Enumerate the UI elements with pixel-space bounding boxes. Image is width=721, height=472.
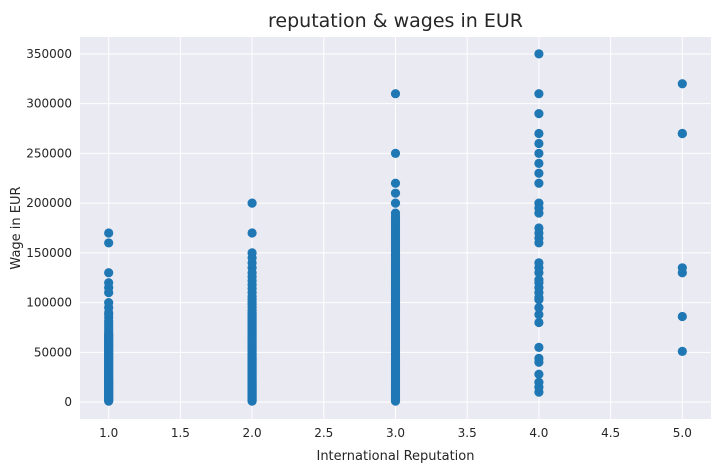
data-point — [534, 158, 544, 168]
x-tick-label: 4.0 — [529, 426, 548, 440]
x-tick-label: 2.5 — [314, 426, 333, 440]
data-point — [390, 89, 401, 99]
data-point — [534, 138, 544, 149]
x-axis-label: International Reputation — [316, 449, 474, 464]
y-tick-label: 50000 — [34, 345, 72, 359]
data-point — [677, 346, 687, 356]
data-point — [534, 275, 544, 285]
data-point — [534, 377, 544, 387]
data-point — [104, 268, 114, 278]
data-point — [677, 311, 687, 322]
data-point — [677, 263, 687, 273]
data-point — [104, 298, 114, 308]
data-point — [390, 148, 401, 158]
data-points — [104, 49, 687, 406]
data-point — [534, 49, 544, 59]
data-point — [677, 128, 687, 139]
x-tick-labels: 1.0 1.5 2.0 2.5 3.0 3.5 4.0 4.5 5.0 — [99, 426, 692, 440]
y-tick-label: 250000 — [26, 146, 72, 160]
x-tick-label: 3.5 — [458, 426, 477, 440]
x-tick-label: 5.0 — [673, 426, 692, 440]
data-point — [534, 178, 544, 188]
chart-title: reputation & wages in EUR — [268, 10, 523, 32]
data-point — [534, 108, 544, 119]
data-point — [390, 208, 401, 218]
data-point — [247, 198, 257, 208]
data-point — [390, 178, 401, 188]
data-point — [534, 148, 544, 158]
data-point — [534, 198, 544, 208]
y-axis-label: Wage in EUR — [9, 186, 24, 269]
y-tick-label: 100000 — [26, 296, 72, 310]
data-point — [534, 369, 544, 379]
x-tick-label: 4.5 — [601, 426, 620, 440]
data-point — [534, 128, 544, 139]
data-point — [104, 238, 114, 248]
y-tick-label: 350000 — [26, 47, 72, 61]
data-point — [390, 188, 401, 198]
x-tick-label: 3.0 — [386, 426, 405, 440]
data-point — [390, 198, 401, 208]
y-tick-labels: 0 50000 100000 150000 200000 250000 300000 3500… — [26, 47, 72, 409]
data-point — [534, 258, 544, 268]
x-tick-label: 1.0 — [99, 426, 118, 440]
y-tick-label: 0 — [64, 395, 72, 409]
x-tick-label: 2.0 — [243, 426, 262, 440]
x-tick-label: 1.5 — [171, 426, 190, 440]
data-point — [534, 302, 544, 313]
data-point — [247, 228, 257, 238]
data-point — [247, 248, 257, 258]
y-tick-label: 300000 — [26, 97, 72, 111]
data-point — [534, 342, 544, 352]
data-point — [534, 223, 544, 233]
data-point — [534, 317, 544, 328]
data-point — [534, 353, 544, 363]
data-point — [534, 309, 544, 320]
y-tick-label: 150000 — [26, 246, 72, 260]
data-point — [104, 228, 114, 238]
data-point — [104, 278, 114, 288]
data-point — [677, 79, 687, 89]
y-tick-label: 200000 — [26, 196, 72, 210]
data-point — [534, 89, 544, 99]
data-point — [534, 168, 544, 178]
